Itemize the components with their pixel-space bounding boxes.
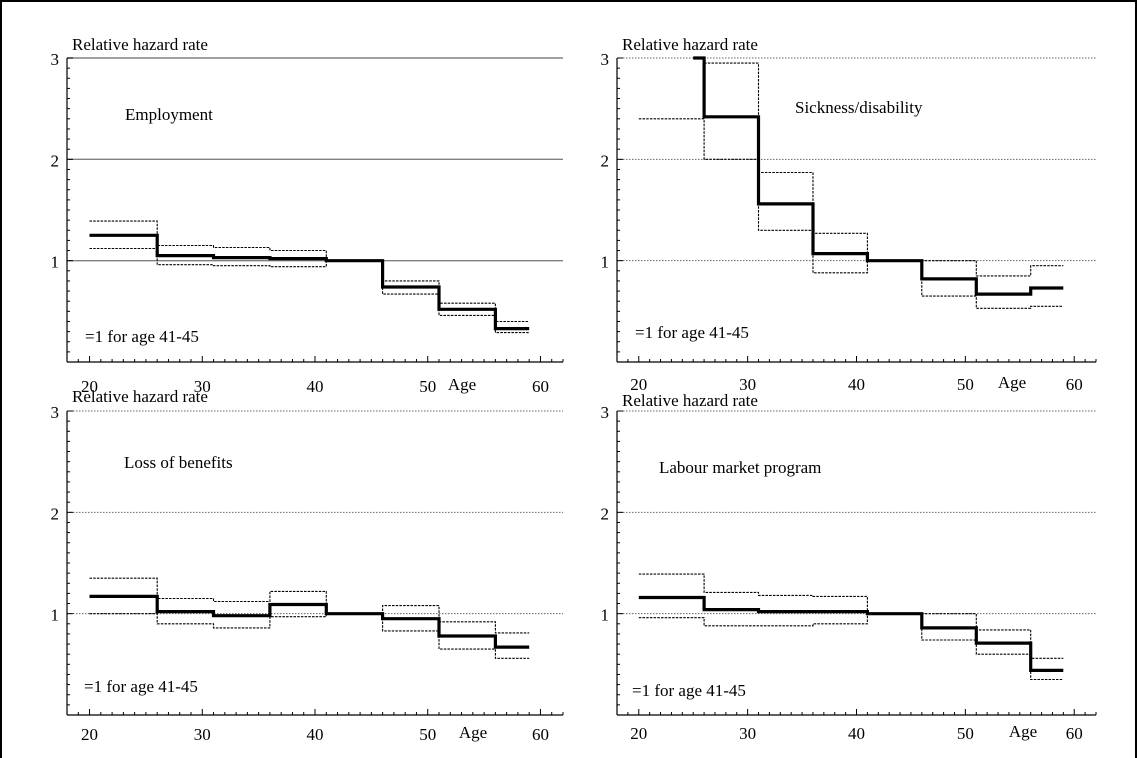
panel-note: =1 for age 41-45 [84,677,198,696]
x-tick-label: 60 [532,725,549,744]
y-tick-label: 3 [601,50,610,69]
series-line-upper [89,220,530,323]
y-tick-label: 2 [601,504,610,523]
y-tick-label: 2 [51,504,60,523]
x-tick-label: 60 [532,377,549,396]
x-tick-label: 20 [630,375,647,394]
y-axis-title: Relative hazard rate [72,35,208,54]
x-tick-label: 60 [1066,375,1083,394]
panel-label: Employment [125,105,213,124]
outer-border-right [1135,0,1137,758]
panel-labour-market-program: 1 2 3 20 30 40 50 60 Relative hazard rate Age Labo… [601,391,1097,743]
x-tick-label: 30 [194,725,211,744]
series-line-estimate [89,233,530,331]
y-tick-label: 3 [51,50,60,69]
y-axis-title: Relative hazard rate [622,391,758,410]
panel-label: Loss of benefits [124,453,233,472]
x-tick-label: 50 [419,725,436,744]
x-axis-title: Age [459,723,487,742]
x-tick-label: 60 [1066,724,1083,743]
x-tick-label: 30 [739,724,756,743]
series-line-lower [638,118,1064,309]
y-tick-label: 1 [601,606,610,625]
series-line-lower [89,613,530,659]
series-line-upper [89,577,530,634]
x-tick-label: 20 [630,724,647,743]
panel-note: =1 for age 41-45 [635,323,749,342]
x-axis-title: Age [1009,722,1037,741]
y-tick-label: 3 [601,403,610,422]
series-line-estimate [638,595,1064,672]
panel-note: =1 for age 41-45 [632,681,746,700]
x-tick-label: 40 [848,375,865,394]
y-tick-label: 1 [51,253,60,272]
panel-employment: 1 2 3 20 30 40 50 60 Relative hazard rate Age Empl… [51,35,564,396]
y-tick-label: 1 [601,253,610,272]
panel-label: Labour market program [659,458,821,477]
series-line-lower [638,613,1064,681]
x-tick-label: 50 [419,377,436,396]
x-tick-label: 30 [739,375,756,394]
x-tick-label: 20 [81,725,98,744]
x-axis-title: Age [448,375,476,394]
series-line-estimate [693,56,1064,296]
x-tick-label: 50 [957,724,974,743]
series-line-upper [638,573,1064,659]
panel-note: =1 for age 41-45 [85,327,199,346]
series-line-estimate [89,594,530,649]
y-tick-label: 1 [51,606,60,625]
x-tick-label: 20 [81,377,98,396]
y-tick-label: 2 [51,151,60,170]
series-line-lower [89,247,530,334]
x-axis-title: Age [998,373,1026,392]
x-tick-label: 40 [307,725,324,744]
panel-loss-of-benefits: 1 2 3 20 30 40 50 60 Relative hazard rate Age Loss… [51,387,564,744]
outer-border-top [0,0,1137,2]
y-axis-title: Relative hazard rate [72,387,208,406]
y-axis-title: Relative hazard rate [622,35,758,54]
x-tick-label: 40 [307,377,324,396]
x-tick-label: 30 [194,377,211,396]
outer-border-left [0,0,2,758]
y-tick-label: 3 [51,403,60,422]
x-tick-label: 40 [848,724,865,743]
x-tick-label: 50 [957,375,974,394]
panel-sickness-disability: 1 2 3 20 30 40 50 60 Relative hazard rate Age Sick… [601,35,1097,394]
y-tick-label: 2 [601,151,610,170]
panel-label: Sickness/disability [795,98,923,117]
